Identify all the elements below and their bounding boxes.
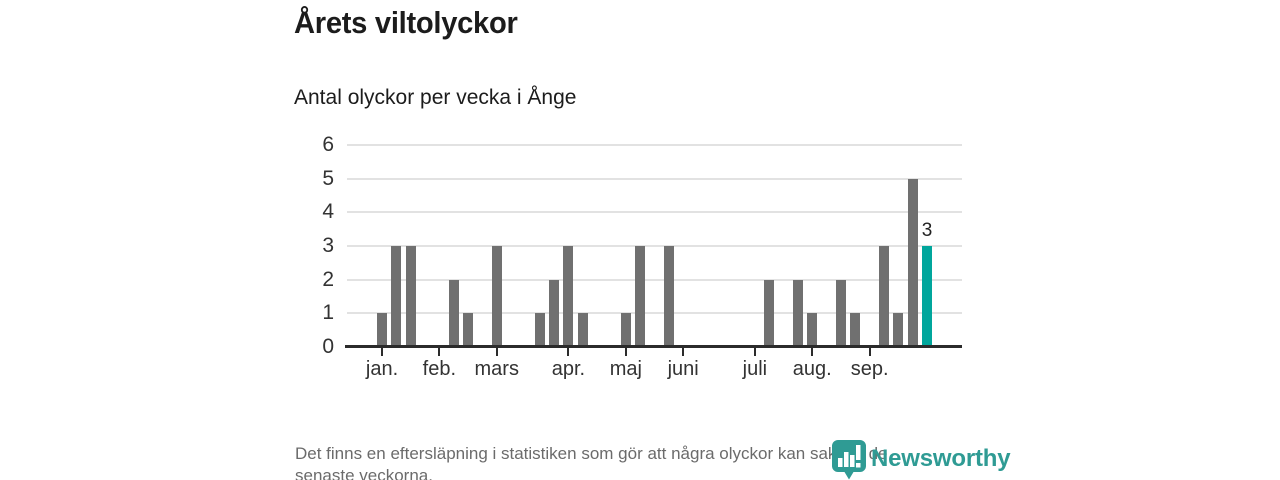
x-tick-label-juli: juli: [742, 358, 768, 380]
x-axis-line: [345, 345, 962, 348]
y-tick-label-1: 1: [322, 301, 334, 325]
bar-week-38: [907, 178, 918, 347]
bar-week-18: [620, 313, 631, 347]
y-tick-label-6: 6: [322, 133, 334, 156]
y-tick-label-3: 3: [322, 234, 334, 257]
bar-week-36: [878, 246, 889, 347]
gridline-y4: [347, 211, 962, 214]
x-tick-label-aug: aug.: [792, 358, 832, 380]
bar-week-37: [893, 313, 904, 347]
bar-week-7: [463, 313, 474, 347]
footer-note: Det finns en eftersläpning i statistiken…: [295, 443, 887, 480]
bar-week-31: [807, 313, 818, 347]
bar-week-6: [448, 279, 459, 347]
x-tick-label-mars: mars: [474, 358, 519, 380]
x-tick-feb: [438, 348, 441, 356]
bar-week-2: [391, 246, 402, 347]
x-tick-label-maj: maj: [609, 358, 642, 380]
x-tick-apr: [567, 348, 570, 356]
gridline-y5: [347, 177, 962, 180]
x-tick-juli: [753, 348, 756, 356]
gridline-y1: [347, 312, 962, 315]
chart-subtitle: Antal olyckor per vecka i Ånge: [294, 86, 577, 109]
x-tick-label-juni: juni: [667, 358, 699, 380]
footer-note-line-1: Det finns en eftersläpning i statistiken…: [295, 444, 888, 463]
bar-chart: 0 1 2 3 4 5 6 jan. feb. mars apr. maj juni juli aug. se…: [322, 133, 962, 380]
brand-name: Newsworthy: [871, 445, 1011, 472]
y-tick-label-5: 5: [322, 166, 334, 190]
gridline-y6: [347, 144, 962, 146]
x-tick-aug: [811, 348, 814, 356]
x-tick-label-feb: feb.: [422, 358, 457, 380]
last-bar-value-label: 3: [921, 220, 933, 241]
bar-week-19: [635, 246, 646, 347]
bar-week-3: [405, 246, 416, 347]
bar-week-1: [377, 313, 387, 347]
bar-week-14: [563, 246, 574, 347]
y-tick-label-0: 0: [322, 335, 334, 358]
gridline-y2: [347, 278, 962, 281]
pin-barchart-icon: [832, 440, 866, 480]
bar-week-12: [534, 313, 545, 347]
bar-week-28: [764, 279, 775, 347]
bar-week-9: [491, 246, 502, 347]
y-tick-label-4: 4: [322, 200, 334, 224]
bar-week-39-highlight: [922, 246, 932, 347]
gridline-y3: [347, 245, 962, 247]
x-tick-label-sep: sep.: [850, 358, 889, 380]
bar-week-21: [663, 246, 674, 347]
y-tick-label-2: 2: [322, 267, 334, 291]
x-tick-sep: [868, 348, 871, 356]
x-tick-mars: [495, 348, 498, 356]
bar-week-30: [792, 279, 803, 347]
bar-week-34: [850, 313, 861, 347]
page-title: Årets viltolyckor: [294, 5, 518, 40]
x-tick-label-apr: apr.: [551, 358, 586, 380]
x-tick-jan: [381, 348, 383, 356]
brand-logo: Newsworthy: [831, 439, 1011, 480]
bar-week-15: [577, 313, 588, 347]
bar-week-13: [549, 279, 560, 347]
footer-note-line-2: senaste veckorna.: [295, 466, 433, 480]
bar-week-33: [835, 279, 846, 347]
x-tick-label-jan: jan.: [365, 358, 399, 380]
x-tick-maj: [624, 348, 627, 356]
x-tick-juni: [682, 348, 685, 356]
